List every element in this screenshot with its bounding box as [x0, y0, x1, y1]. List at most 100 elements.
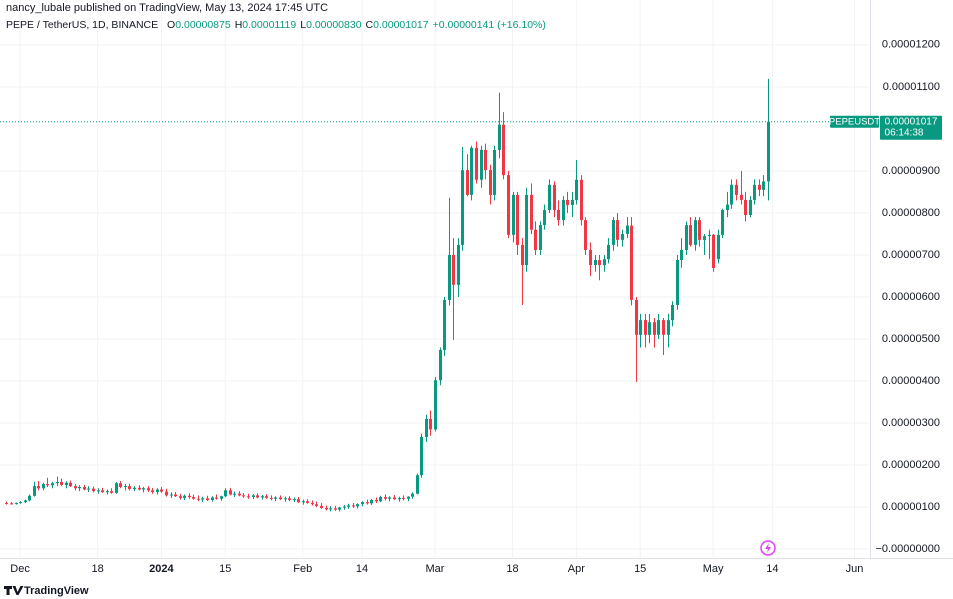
candle-body — [138, 487, 141, 490]
candle-body — [393, 497, 396, 500]
candle-body — [284, 498, 287, 500]
candle-body — [580, 179, 583, 221]
legend-value: 0.00001119 — [242, 19, 296, 31]
legend-key: O — [167, 19, 175, 31]
candle-body — [667, 320, 670, 335]
candle-body — [42, 484, 45, 489]
candle-body — [247, 496, 250, 498]
candle-body — [224, 490, 227, 497]
candle-body — [65, 482, 68, 485]
candle-body — [498, 124, 501, 150]
candle-body — [192, 497, 195, 499]
candle-body — [375, 500, 378, 502]
candle-body — [124, 486, 127, 488]
candle-body — [156, 489, 159, 493]
candle-body — [553, 184, 556, 211]
candle-body — [15, 502, 18, 504]
candle-body — [439, 349, 442, 381]
candle-body — [489, 170, 492, 195]
candle-body — [612, 220, 615, 245]
candle-body — [274, 497, 277, 499]
candle-body — [516, 194, 519, 245]
candle-body — [548, 184, 551, 211]
candle-body — [603, 259, 606, 266]
candle-body — [594, 260, 597, 266]
candle-body — [265, 496, 268, 498]
candle-body — [575, 179, 578, 200]
x-tick-label: Mar — [426, 563, 445, 575]
candle-body — [644, 320, 647, 335]
candle-body — [662, 320, 665, 335]
candle-body — [78, 486, 81, 489]
candle-body — [557, 210, 560, 221]
candle-body — [315, 504, 318, 506]
symbol-legend: PEPE / TetherUS, 1D, BINANCE O0.00000875… — [6, 19, 546, 31]
candle-body — [183, 495, 186, 498]
y-tick-label: −0.00000000 — [875, 543, 940, 555]
x-tick-label: 2024 — [149, 563, 174, 575]
candle-body — [470, 147, 473, 195]
candle-body — [5, 502, 8, 504]
candle-body — [626, 225, 629, 234]
candle-body — [740, 194, 743, 200]
legend-key: H — [235, 19, 243, 31]
candle-body — [639, 320, 642, 335]
publisher-line: nancy_lubale published on TradingView, M… — [6, 2, 328, 14]
candle-body — [329, 508, 332, 510]
candle-body — [215, 497, 218, 499]
y-tick-label: 0.00001200 — [882, 39, 940, 51]
candle-body — [530, 194, 533, 230]
candle-body — [484, 149, 487, 171]
candle-body — [352, 505, 355, 507]
candle-body — [512, 194, 515, 235]
candle-body — [46, 484, 49, 486]
candle-body — [10, 503, 13, 505]
candle-body — [717, 234, 720, 260]
candle-body — [343, 506, 346, 508]
y-tick-label: 0.00000500 — [882, 333, 940, 345]
candle-body — [434, 380, 437, 430]
candle-body — [749, 199, 752, 216]
candle-body — [142, 488, 145, 490]
candle-body — [229, 490, 232, 495]
candle-body — [97, 490, 100, 492]
candle-body — [37, 486, 40, 489]
candle-body — [525, 194, 528, 266]
y-tick-label: 0.00000400 — [882, 375, 940, 387]
candle-body — [379, 497, 382, 502]
candle-body — [51, 483, 54, 486]
candle-body — [735, 184, 738, 195]
candle-body — [630, 225, 633, 300]
candle-body — [671, 304, 674, 321]
candle-body — [562, 199, 565, 221]
candle-body — [407, 496, 410, 499]
candle-body — [101, 490, 104, 493]
candle-body — [106, 491, 109, 493]
price-tag — [880, 115, 942, 140]
candle-body — [288, 498, 291, 501]
candle-body — [698, 220, 701, 240]
legend-value: 0.00000875 — [175, 19, 231, 31]
candle-body — [279, 497, 282, 500]
candle-body — [211, 497, 214, 501]
candle-body — [443, 299, 446, 350]
candle-body — [347, 505, 350, 507]
candle-body — [539, 225, 542, 250]
candle-body — [302, 501, 305, 503]
symbol-tag-text: PEPEUSDT — [829, 116, 880, 127]
candle-body — [174, 494, 177, 497]
candle-body — [685, 225, 688, 250]
x-tick-label: 18 — [506, 563, 518, 575]
candle-body — [242, 495, 245, 497]
candle-body — [256, 495, 259, 498]
y-tick-label: 0.00000200 — [882, 459, 940, 471]
candle-body — [689, 225, 692, 245]
event-icon — [760, 540, 776, 556]
candle-body — [201, 498, 204, 500]
candle-body — [24, 500, 27, 503]
symbol: PEPE / TetherUS, 1D, BINANCE — [6, 19, 158, 31]
candle-body — [366, 502, 369, 504]
candle-body — [466, 170, 469, 195]
y-tick-label: 0.00000800 — [882, 207, 940, 219]
